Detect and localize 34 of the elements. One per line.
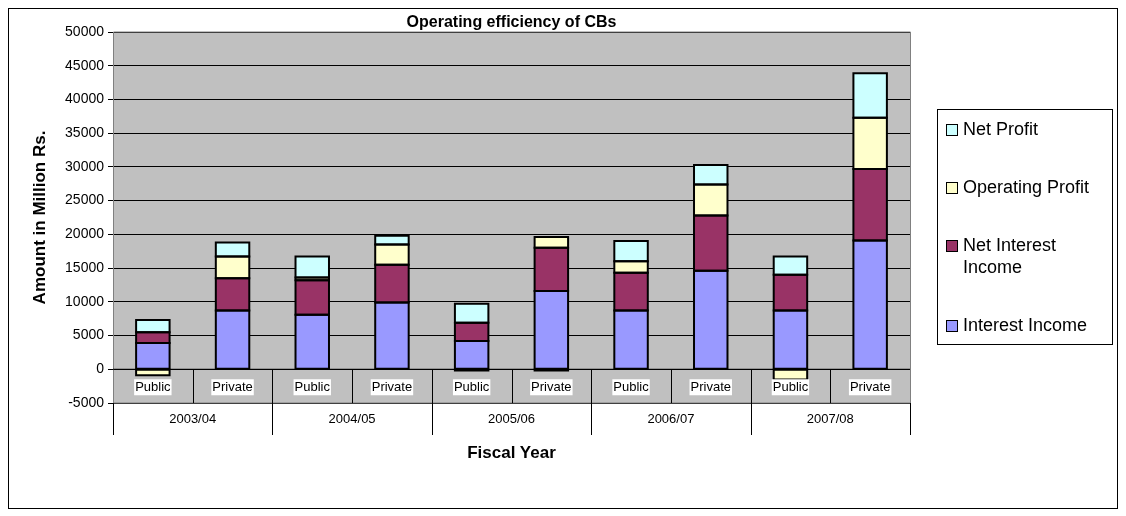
- text: 2004/05: [328, 410, 376, 426]
- x-tick-label: Public: [453, 378, 490, 394]
- y-tick-label: 20000: [65, 225, 105, 242]
- legend-label: Net Interest Income: [963, 233, 1058, 278]
- y-tick-label: 5000: [72, 326, 105, 343]
- x-tick-label: Public: [294, 378, 331, 394]
- y-tick-label: 40000: [65, 90, 105, 107]
- text: 2005/06: [488, 410, 535, 426]
- y-tick-label: 10000: [65, 292, 105, 309]
- x-tick-label: Private: [849, 378, 891, 394]
- x-tick-label: Private: [212, 378, 253, 394]
- y-tick-label: 15000: [65, 258, 105, 275]
- y-tick-label: 25000: [65, 191, 105, 208]
- x-tick-label: Private: [371, 378, 413, 394]
- text: 2006/07: [647, 410, 695, 426]
- x-tick-label: Public: [613, 378, 650, 394]
- text: 2003/04: [169, 410, 217, 426]
- text: 2007/08: [806, 410, 854, 426]
- y-tick-label: 30000: [65, 157, 105, 174]
- y-tick-label: -5000: [68, 393, 105, 410]
- y-tick-label: 35000: [65, 124, 105, 141]
- x-tick-label: Public: [135, 378, 172, 394]
- x-axis-title: Fiscal Year: [467, 442, 557, 462]
- x-tick-label: Public: [772, 378, 809, 394]
- x-tick-label: Private: [690, 378, 731, 394]
- y-axis-title: Amount in Million Rs.: [29, 130, 49, 305]
- legend-label: Net Profit: [963, 117, 1040, 140]
- chart-title: Operating efficiency of CBs: [406, 13, 617, 31]
- legend-label: Operating Profit: [963, 175, 1091, 198]
- y-tick-label: 45000: [65, 56, 105, 73]
- y-tick-label: 0: [96, 360, 105, 377]
- x-tick-label: Private: [531, 378, 572, 394]
- legend-label: Interest Income: [963, 313, 1089, 336]
- y-tick-label: 50000: [65, 22, 105, 39]
